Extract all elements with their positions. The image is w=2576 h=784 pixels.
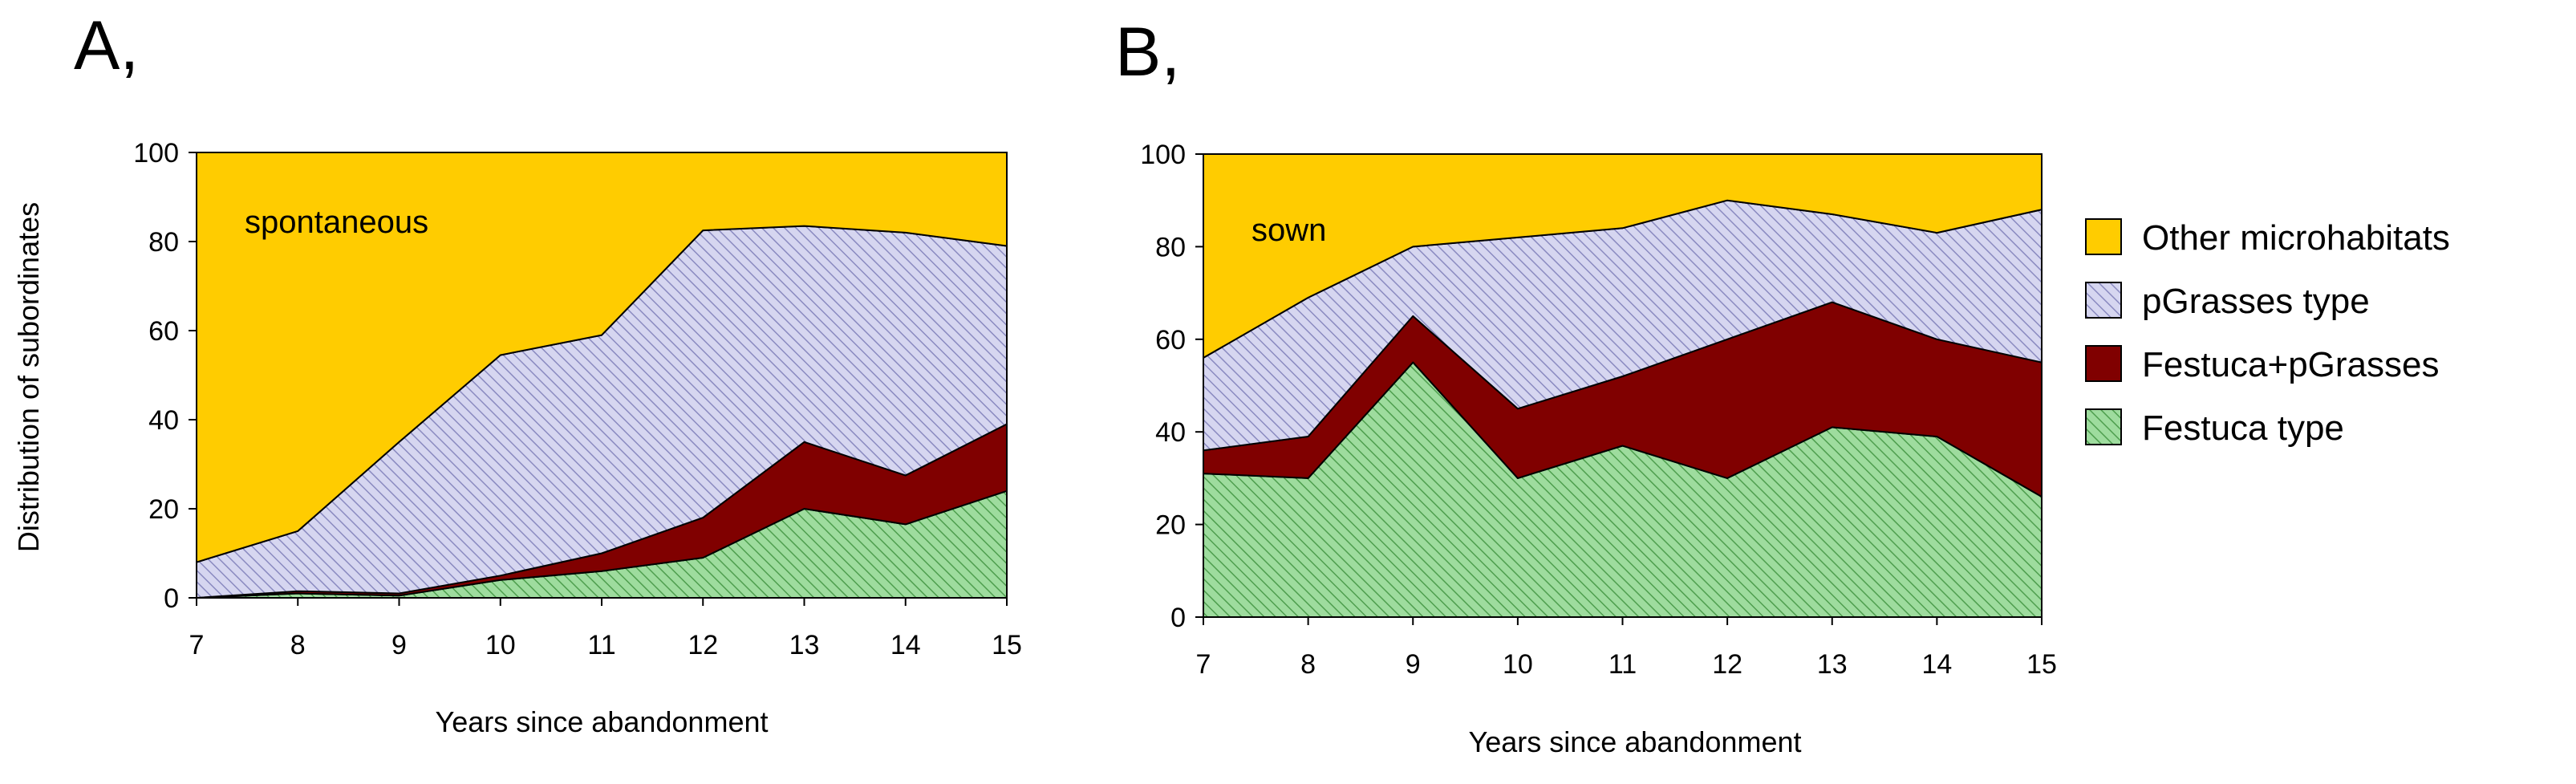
x-tick-label: 11 [587, 630, 615, 660]
x-tick-label: 15 [992, 630, 1022, 660]
panel-a: A, 0 20 40 60 80 100 7 8 9 10 11 12 13 14 15 spontaneo… [12, 7, 1022, 738]
x-tick-label: 8 [290, 630, 306, 660]
x-tick-label: 9 [1406, 649, 1421, 680]
x-tick-label: 10 [485, 630, 516, 660]
x-tick-label: 10 [1503, 649, 1533, 680]
y-tick-label: 20 [148, 494, 179, 525]
x-tick-label: 13 [789, 630, 820, 660]
x-tick-label: 8 [1300, 649, 1316, 680]
x-tick-label: 12 [1712, 649, 1742, 680]
y-tick-label: 0 [1170, 603, 1186, 633]
legend-label-festuca-pgrasses: Festuca+pGrasses [2142, 345, 2440, 384]
legend-label-other: Other microhabitats [2142, 218, 2450, 258]
y-tick-label: 100 [133, 138, 179, 169]
panel-label-b: B, [1115, 14, 1180, 91]
inner-label-spontaneous: spontaneous [245, 205, 428, 240]
legend-label-festuca: Festuca type [2142, 408, 2344, 448]
x-tick-label: 9 [391, 630, 407, 660]
y-tick-label: 0 [164, 583, 179, 614]
panel-label-a: A, [74, 7, 139, 84]
x-tick-label: 7 [1196, 649, 1211, 680]
panel-b: B, 0 20 40 60 80 100 7 8 9 10 11 12 13 14 15 sown Year… [1115, 14, 2057, 758]
x-tick-label: 15 [2026, 649, 2057, 680]
x-tick-label: 12 [688, 630, 718, 660]
x-tick-label: 11 [1608, 649, 1637, 680]
legend-swatch-festuca [2085, 408, 2122, 445]
x-axis-label-b: Years since abandonment [1469, 725, 1802, 758]
y-tick-label: 60 [148, 316, 179, 347]
y-tick-label: 80 [1155, 232, 1186, 262]
x-axis-label-a: Years since abandonment [436, 705, 769, 738]
legend-swatch-pgrasses [2085, 282, 2122, 319]
x-tick-label: 7 [189, 630, 205, 660]
legend-swatch-other [2085, 218, 2122, 255]
y-tick-label: 80 [148, 227, 179, 258]
y-tick-label: 100 [1140, 140, 1186, 170]
y-tick-label: 40 [1155, 417, 1186, 448]
x-tick-label: 14 [1921, 649, 1952, 680]
y-tick-label: 40 [148, 405, 179, 436]
x-tick-label: 14 [890, 630, 921, 660]
x-tick-label: 13 [1817, 649, 1848, 680]
legend-label-pgrasses: pGrasses type [2142, 282, 2370, 321]
y-tick-label: 60 [1155, 325, 1186, 355]
y-axis-label-a: Distribution of subordinates [12, 202, 45, 552]
inner-label-sown: sown [1251, 213, 1326, 248]
legend-swatch-festuca-pgrasses [2085, 345, 2122, 382]
legend: Other microhabitats pGrasses type Festuc… [2085, 218, 2450, 448]
y-tick-label: 20 [1155, 510, 1186, 541]
